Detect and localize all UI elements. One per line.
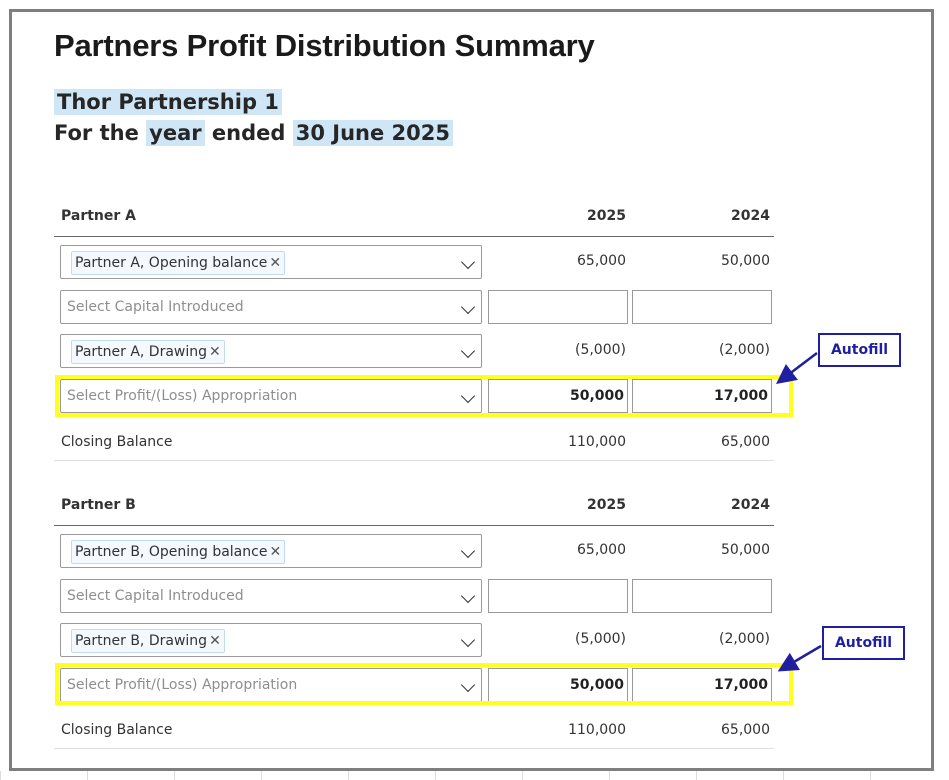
arrow-b [777,644,822,672]
capital-2024-input[interactable] [632,290,772,324]
opening-balance-row: Partner B, Opening balance ✕ 65,000 50,00… [54,531,774,569]
close-icon[interactable]: ✕ [209,344,221,360]
capital-2025-input[interactable] [488,290,628,324]
page-title: Partners Profit Distribution Summary [54,28,595,63]
autofill-highlight-a [55,375,793,417]
drawing-2024-value: (2,000) [718,631,770,647]
period-prefix: For the [54,121,139,145]
chip-label: Partner B, Drawing [75,633,208,649]
closing-2024-value: 65,000 [721,434,770,450]
period-date-tag: 30 June 2025 [292,120,453,146]
closing-2025-value: 110,000 [568,434,626,450]
select-placeholder: Select Profit/(Loss) Appropriation [67,388,298,404]
partner-name: Partner B [61,497,136,513]
select-placeholder: Select Capital Introduced [67,588,244,604]
drawing-row: Partner B, Drawing ✕ (5,000) (2,000) [54,620,774,658]
chip-label: Partner A, Opening balance [75,255,268,271]
close-icon[interactable]: ✕ [269,544,282,560]
opening-balance-chip: Partner B, Opening balance ✕ [71,540,286,564]
opening-balance-row: Partner A, Opening balance ✕ 65,000 50,00… [54,242,774,280]
closing-balance-row: Closing Balance 110,000 65,000 [54,426,774,461]
capital-introduced-select[interactable]: Select Capital Introduced [60,579,482,613]
opening-2024-value: 50,000 [721,253,770,269]
appropriation-select[interactable]: Select Profit/(Loss) Appropriation [60,668,482,702]
drawing-chip: Partner B, Drawing ✕ [71,629,225,653]
appropriation-row: Select Profit/(Loss) Appropriation 50,00… [54,376,774,414]
year-current-header: 2025 [587,208,626,224]
year-current-header: 2025 [587,497,626,513]
period-unit-tag: year [146,120,205,146]
appropriation-row: Select Profit/(Loss) Appropriation 50,00… [54,665,774,703]
opening-balance-chip: Partner A, Opening balance ✕ [71,251,286,275]
autofill-callout-a: Autofill [818,333,901,367]
drawing-2025-value: (5,000) [574,631,626,647]
partner-a-header: Partner A 2025 2024 [54,206,774,237]
closing-balance-label: Closing Balance [61,434,173,450]
drawing-select[interactable]: Partner B, Drawing ✕ [60,623,482,657]
select-placeholder: Select Profit/(Loss) Appropriation [67,677,298,693]
drawing-select[interactable]: Partner A, Drawing ✕ [60,334,482,368]
autofill-highlight-b [55,663,793,705]
closing-2024-value: 65,000 [721,722,770,738]
drawing-2024-value: (2,000) [718,342,770,358]
chip-label: Partner B, Opening balance [75,544,268,560]
select-placeholder: Select Capital Introduced [67,299,244,315]
capital-introduced-select[interactable]: Select Capital Introduced [60,290,482,324]
closing-balance-row: Closing Balance 110,000 65,000 [54,714,774,749]
drawing-row: Partner A, Drawing ✕ (5,000) (2,000) [54,331,774,369]
period-line: For the year ended 30 June 2025 [54,120,453,146]
closing-balance-label: Closing Balance [61,722,173,738]
capital-2024-input[interactable] [632,579,772,613]
autofill-callout-b: Autofill [822,626,905,660]
close-icon[interactable]: ✕ [269,255,282,271]
year-prior-header: 2024 [731,497,770,513]
partner-name: Partner A [61,208,137,224]
capital-2025-input[interactable] [488,579,628,613]
drawing-chip: Partner A, Drawing ✕ [71,340,225,364]
opening-balance-select[interactable]: Partner A, Opening balance ✕ [60,245,482,279]
period-mid: ended [211,121,286,145]
spreadsheet-grid-edge [0,771,949,780]
capital-introduced-row: Select Capital Introduced [54,287,774,325]
entity-name: Thor Partnership 1 [54,89,282,115]
opening-2025-value: 65,000 [577,542,626,558]
arrow-a [776,352,818,385]
appropriation-select[interactable]: Select Profit/(Loss) Appropriation [60,379,482,413]
appropriation-2025-input[interactable]: 50,000 [488,379,628,413]
drawing-2025-value: (5,000) [574,342,626,358]
close-icon[interactable]: ✕ [209,633,221,649]
entity-name-tag: Thor Partnership 1 [54,89,282,115]
chip-label: Partner A, Drawing [75,344,208,360]
appropriation-2024-input[interactable]: 17,000 [632,379,772,413]
capital-introduced-row: Select Capital Introduced [54,576,774,614]
opening-balance-select[interactable]: Partner B, Opening balance ✕ [60,534,482,568]
opening-2025-value: 65,000 [577,253,626,269]
partner-b-header: Partner B 2025 2024 [54,495,774,526]
appropriation-2024-input[interactable]: 17,000 [632,668,772,702]
year-prior-header: 2024 [731,208,770,224]
closing-2025-value: 110,000 [568,722,626,738]
opening-2024-value: 50,000 [721,542,770,558]
